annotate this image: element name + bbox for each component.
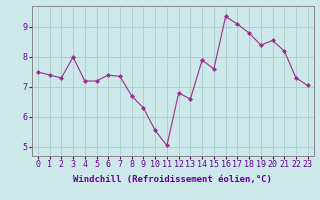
X-axis label: Windchill (Refroidissement éolien,°C): Windchill (Refroidissement éolien,°C) [73,175,272,184]
